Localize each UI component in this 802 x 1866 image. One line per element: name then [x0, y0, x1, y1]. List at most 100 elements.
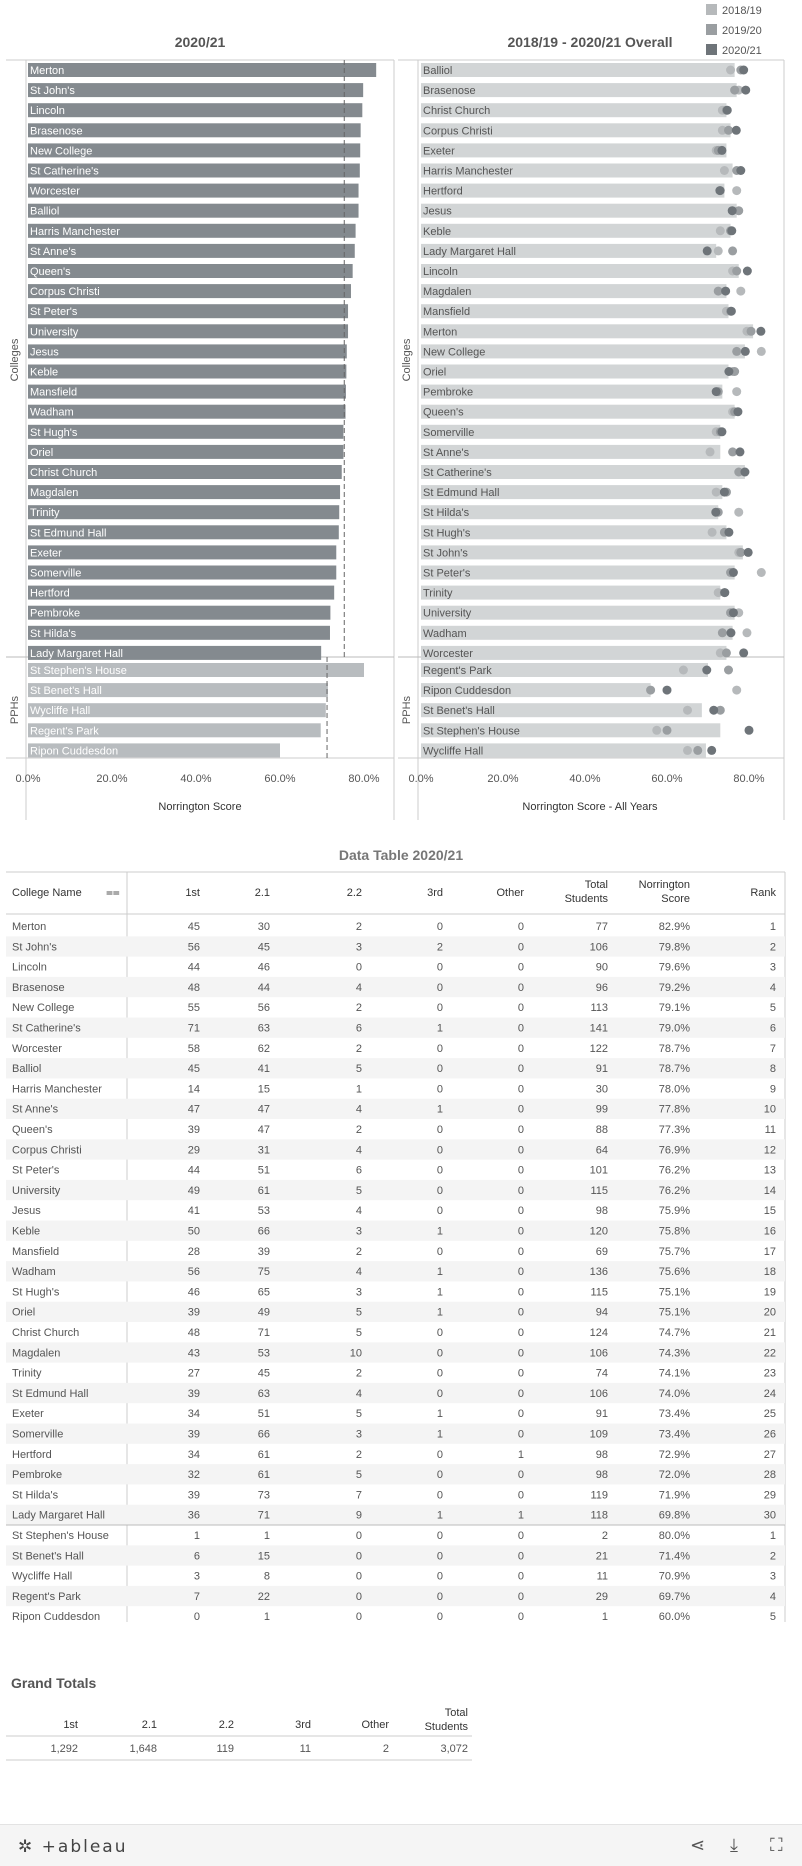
dot-2020-21	[707, 745, 717, 755]
overall-bar-label-worcester: Worcester	[423, 648, 473, 660]
overall-bar-label-st-peter-s: St Peter's	[423, 568, 471, 580]
dot-2018-19	[713, 588, 723, 598]
table-cell: 1	[770, 921, 776, 933]
table-cell: 1	[437, 1510, 443, 1522]
data-table: Data Table 2020/21 College Name ⩵ 1st 2.1 2.2…	[6, 847, 786, 1623]
dot-2020-21	[715, 186, 725, 196]
grand-totals-title: Grand Totals	[11, 1675, 97, 1691]
table-cell: 9	[770, 1083, 776, 1095]
table-cell-name: Lincoln	[12, 962, 47, 974]
table-cell: 71	[258, 1327, 270, 1339]
dot-2020-21	[739, 648, 749, 658]
overall-bar-christ-church	[421, 103, 727, 118]
table-cell: 1	[437, 1226, 443, 1238]
table-cell: 28	[188, 1246, 200, 1258]
table-cell-name: St Edmund Hall	[12, 1388, 88, 1400]
table-cell-name: Wadham	[12, 1266, 56, 1278]
table-cell: 0	[437, 1388, 443, 1400]
table-cell: 71	[188, 1023, 200, 1035]
overall-bar-st-catherine-s	[421, 465, 745, 479]
table-cell: 0	[518, 1185, 524, 1197]
dot-2019-20	[734, 467, 744, 477]
table-title: Data Table 2020/21	[339, 847, 463, 863]
table-cell: 75.8%	[659, 1226, 690, 1238]
table-cell: 141	[590, 1023, 608, 1035]
bar-label-queen-s: Queen's	[30, 266, 71, 278]
table-cell: 80.0%	[659, 1530, 690, 1542]
bar-regent-s-park	[28, 723, 321, 738]
bar-label-merton: Merton	[30, 65, 64, 77]
dot-2019-20	[734, 206, 744, 216]
table-cell: 79.8%	[659, 941, 690, 953]
table-cell: 0	[518, 1124, 524, 1136]
x-axis-label: Norrington Score - All Years	[522, 801, 658, 813]
table-cell: 0	[518, 1327, 524, 1339]
bar-mansfield	[28, 384, 346, 399]
table-cell: 56	[188, 941, 200, 953]
table-cell: 61	[258, 1185, 270, 1197]
dot-2020-21	[727, 226, 737, 236]
table-cell: 4	[356, 1144, 362, 1156]
table-cell: 39	[188, 1489, 200, 1501]
download-icon[interactable]: ⤓	[730, 1835, 738, 1855]
bar-label-wycliffe-hall: Wycliffe Hall	[30, 705, 90, 717]
bar-label-st-benet-s-hall: St Benet's Hall	[30, 685, 102, 697]
table-cell-name: Wycliffe Hall	[12, 1571, 72, 1583]
table-cell: 0	[518, 1023, 524, 1035]
table-cell: 25	[764, 1408, 776, 1420]
table-cell: 0	[437, 921, 443, 933]
table-cell: 17	[764, 1246, 776, 1258]
overall-bar-label-mansfield: Mansfield	[423, 306, 470, 318]
table-cell: 74.3%	[659, 1347, 690, 1359]
dot-2020-21	[740, 467, 750, 477]
table-cell: 94	[596, 1307, 608, 1319]
overall-bar-label-st-hilda-s: St Hilda's	[423, 507, 470, 519]
overall-bar-st-stephen-s-house	[421, 723, 721, 738]
dot-2020-21	[711, 387, 721, 397]
table-cell: 0	[437, 1124, 443, 1136]
table-cell: 39	[188, 1307, 200, 1319]
table-cell: 122	[590, 1043, 608, 1055]
table-cell: 2	[356, 921, 362, 933]
table-cell: 19	[764, 1286, 776, 1298]
table-cell: 0	[518, 1469, 524, 1481]
table-cell: 3	[770, 962, 776, 974]
table-cell: 30	[258, 921, 270, 933]
table-cell: 106	[590, 941, 608, 953]
gt-value: 2	[383, 1743, 389, 1755]
dot-2020-21	[722, 105, 732, 115]
table-cell: 1	[437, 1286, 443, 1298]
table-cell-name: St John's	[12, 941, 57, 953]
fullscreen-icon[interactable]: ⛶	[770, 1835, 783, 1855]
table-cell: 22	[258, 1591, 270, 1603]
table-cell: 0	[518, 1043, 524, 1055]
overall-bar-label-st-edmund-hall: St Edmund Hall	[423, 487, 499, 499]
overall-bar-label-st-hugh-s: St Hugh's	[423, 527, 471, 539]
table-cell: 30	[596, 1083, 608, 1095]
table-cell: 90	[596, 962, 608, 974]
overall-bar-label-wycliffe-hall: Wycliffe Hall	[423, 745, 483, 757]
dot-2018-19	[711, 487, 721, 497]
table-cell: 39	[188, 1124, 200, 1136]
x-tick-label: 80.0%	[348, 773, 379, 785]
table-cell: 18	[764, 1266, 776, 1278]
overall-bar-label-ripon-cuddesdon: Ripon Cuddesdon	[423, 685, 511, 697]
table-cell: 69.8%	[659, 1510, 690, 1522]
table-cell: 1	[437, 1023, 443, 1035]
overall-bar-label-wadham: Wadham	[423, 628, 467, 640]
share-icon[interactable]: ⋖	[690, 1835, 706, 1855]
dot-2018-19	[678, 665, 688, 675]
overall-bar-label-balliol: Balliol	[423, 65, 452, 77]
table-cell: 4	[356, 1388, 362, 1400]
table-cell: 0	[437, 962, 443, 974]
overall-bar-oriel	[421, 364, 729, 379]
overall-bar-label-trinity: Trinity	[423, 588, 453, 600]
table-cell: 31	[258, 1144, 270, 1156]
dot-2019-20	[746, 326, 756, 336]
table-cell: 6	[356, 1165, 362, 1177]
grand-totals-table: Grand Totals 1st 2.1 2.2 3rd Other Total Studen…	[6, 1675, 472, 1761]
x-tick-label: 40.0%	[569, 773, 600, 785]
tableau-logo[interactable]: ✲ +ableau	[18, 1837, 128, 1857]
table-cell: 44	[188, 962, 200, 974]
table-cell: 64	[596, 1144, 608, 1156]
